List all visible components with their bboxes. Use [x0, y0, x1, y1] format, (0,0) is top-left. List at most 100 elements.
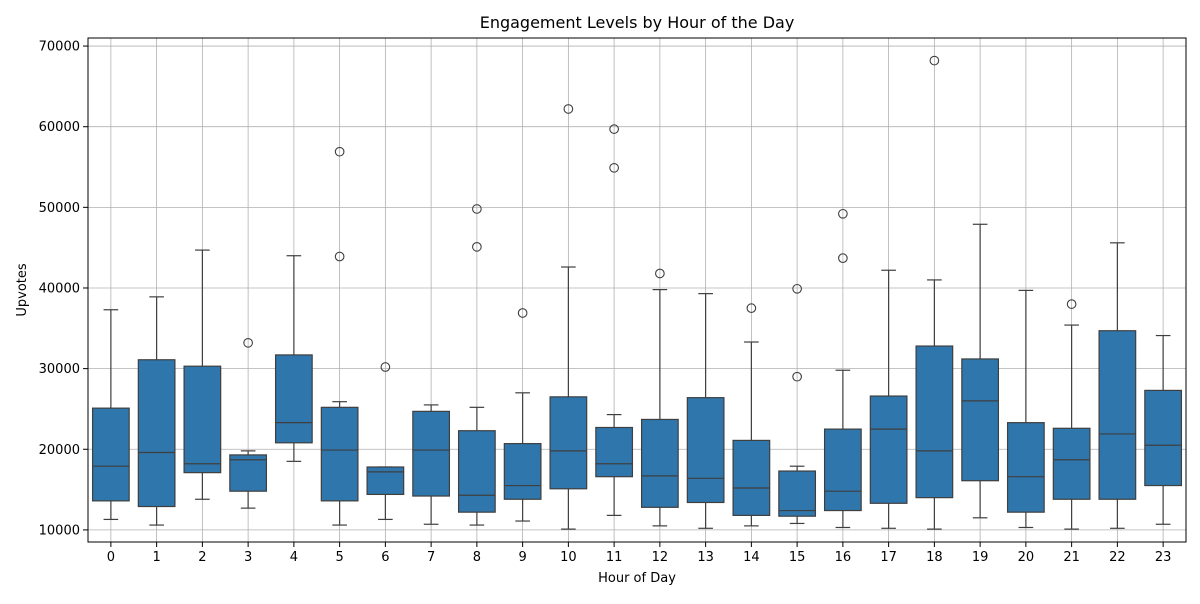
outlier-point: [792, 371, 802, 382]
iqr-box: [778, 470, 817, 517]
outlier-point: [655, 268, 665, 279]
iqr-box: [1006, 422, 1045, 513]
y-tick-label: 60000: [39, 120, 80, 135]
iqr-box: [457, 430, 496, 513]
iqr-box: [320, 406, 359, 502]
iqr-box: [686, 397, 725, 504]
outlier-point: [472, 242, 482, 252]
box-group-hour-17: [869, 269, 908, 529]
x-tick-label: 21: [1063, 550, 1080, 565]
x-tick-label: 8: [473, 550, 481, 565]
iqr-box: [91, 407, 130, 502]
iqr-box: [412, 410, 451, 497]
x-tick-label: 22: [1109, 550, 1126, 565]
y-tick-label: 40000: [39, 281, 80, 296]
box-group-hour-5: [320, 146, 359, 526]
box-group-hour-22: [1098, 242, 1137, 529]
y-tick-label: 10000: [39, 523, 80, 538]
x-tick-label: 18: [926, 550, 943, 565]
box-group-hour-21: [1052, 299, 1091, 530]
iqr-box: [503, 443, 542, 500]
x-tick-label: 5: [335, 550, 343, 565]
box-group-hour-14: [732, 303, 771, 527]
iqr-box: [183, 365, 222, 474]
x-tick-label: 3: [244, 550, 252, 565]
outlier-point: [243, 337, 253, 348]
outlier-point: [838, 253, 848, 263]
box-group-hour-6: [366, 362, 405, 521]
box-group-hour-13: [686, 293, 725, 529]
box-group-hour-9: [503, 308, 542, 522]
x-tick-label: 13: [697, 550, 714, 565]
iqr-box: [274, 354, 313, 444]
x-tick-label: 0: [107, 550, 115, 565]
x-tick-label: 1: [152, 550, 160, 565]
x-tick-label: 11: [606, 550, 623, 565]
box-group-hour-16: [823, 208, 862, 529]
x-tick-label: 14: [743, 550, 760, 565]
x-tick-label: 6: [381, 550, 389, 565]
outlier-point: [517, 308, 528, 318]
outlier-point: [792, 283, 802, 294]
outlier-point: [838, 208, 848, 219]
box-group-hour-2: [183, 249, 222, 500]
box-group-hour-1: [137, 296, 176, 526]
box-group-hour-11: [595, 124, 634, 516]
outlier-point: [746, 303, 757, 313]
y-tick-label: 30000: [39, 362, 80, 377]
plot-frame: [87, 37, 1187, 543]
box-group-hour-12: [640, 268, 679, 527]
x-tick-label: 17: [880, 550, 897, 565]
x-axis-label: Hour of Day: [598, 571, 676, 586]
x-tick-label: 7: [427, 550, 435, 565]
iqr-box: [915, 345, 954, 499]
iqr-box: [640, 418, 679, 508]
iqr-box: [229, 454, 268, 492]
iqr-box: [961, 358, 1000, 482]
outlier-point: [1066, 299, 1077, 309]
iqr-box: [1144, 389, 1183, 487]
chart-title: Engagement Levels by Hour of the Day: [480, 13, 795, 32]
box-group-hour-4: [274, 255, 313, 462]
x-tick-label: 9: [518, 550, 526, 565]
outlier-point: [334, 146, 345, 157]
iqr-box: [869, 395, 908, 504]
box-group-hour-0: [91, 309, 130, 521]
iqr-box: [823, 428, 862, 512]
x-tick-label: 23: [1155, 550, 1172, 565]
outlier-point: [609, 124, 619, 134]
x-tick-label: 15: [789, 550, 806, 565]
box-group-hour-20: [1006, 289, 1045, 529]
x-tick-label: 12: [652, 550, 669, 565]
x-tick-label: 19: [972, 550, 989, 565]
box-group-hour-7: [412, 404, 451, 525]
iqr-box: [595, 426, 634, 478]
box-group-hour-15: [778, 283, 817, 525]
box-group-hour-19: [961, 223, 1000, 519]
box-group-hour-8: [457, 204, 496, 526]
y-tick-label: 70000: [39, 40, 80, 55]
x-tick-label: 2: [198, 550, 206, 565]
iqr-box: [549, 396, 588, 490]
outlier-point: [929, 55, 940, 66]
outlier-point: [563, 104, 574, 114]
iqr-box: [1052, 427, 1091, 500]
iqr-box: [1098, 330, 1137, 500]
x-tick-label: 16: [835, 550, 852, 565]
box-group-hour-23: [1144, 334, 1183, 525]
y-axis-label: Upvotes: [15, 263, 30, 317]
box-layer: [91, 55, 1183, 530]
iqr-box: [366, 466, 405, 496]
y-tick-label: 20000: [39, 443, 80, 458]
outlier-point: [472, 204, 482, 214]
iqr-box: [732, 439, 771, 516]
x-tick-label: 20: [1018, 550, 1035, 565]
x-tick-label: 4: [290, 550, 298, 565]
iqr-box: [137, 359, 176, 508]
outlier-point: [380, 362, 391, 372]
x-tick-label: 10: [560, 550, 577, 565]
outlier-point: [609, 162, 619, 173]
